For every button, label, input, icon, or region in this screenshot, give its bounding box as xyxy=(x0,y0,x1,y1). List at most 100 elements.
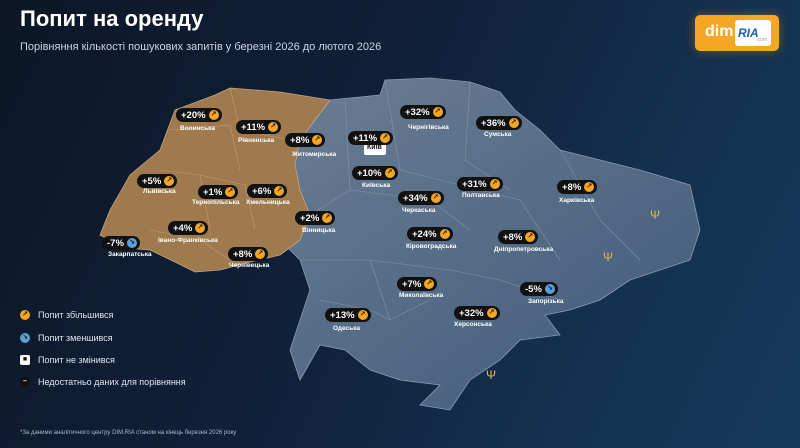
region-change-value: +4% xyxy=(173,222,193,234)
region-change-value: +36% xyxy=(481,117,506,129)
map-west-area xyxy=(99,87,331,273)
region-name: Рівненська xyxy=(238,137,275,144)
region-name: Івано-Франківська xyxy=(158,237,218,244)
trident-icon: Ψ xyxy=(603,250,614,264)
arrow-up-icon: ↗ xyxy=(268,122,279,132)
region-change-value: +8% xyxy=(233,248,253,260)
logo-com-text: .com xyxy=(756,37,767,43)
arrow-up-icon: ↗ xyxy=(195,223,206,233)
arrow-up-icon: ↗ xyxy=(432,107,443,117)
region-change-value: +34% xyxy=(403,192,428,204)
trident-icon: Ψ xyxy=(650,208,661,222)
arrow-down-icon: ↘ xyxy=(126,238,137,248)
dash-icon: – xyxy=(20,377,30,387)
arrow-up-icon: ↗ xyxy=(584,182,595,192)
legend-no-data: – Недостатньо даних для порівняння xyxy=(20,377,186,387)
arrow-up-icon: ↗ xyxy=(357,310,368,320)
arrow-up-icon: ↗ xyxy=(439,229,450,239)
region-change-value: +1% xyxy=(203,186,223,198)
region-name: Хмельницька xyxy=(246,199,290,206)
region-name: Запорізька xyxy=(528,298,564,305)
map-east-area xyxy=(239,77,701,411)
legend-no-change: ■ Попит не змінився xyxy=(20,355,115,365)
legend-increase: ↗ Попит збільшився xyxy=(20,310,113,320)
region-change-value: +13% xyxy=(330,309,355,321)
page-subtitle: Порівняння кількості пошукових запитів у… xyxy=(20,41,382,53)
region-badge: +5% ↗ xyxy=(137,174,178,188)
logo-dim-text: dim xyxy=(705,23,734,40)
region-badge: +31% ↗ xyxy=(457,177,503,191)
region-badge: +8% ↗ xyxy=(228,247,269,261)
region-name: Кіровоградська xyxy=(406,243,457,250)
region-badge: +32% ↗ xyxy=(454,306,500,320)
region-change-value: +2% xyxy=(300,212,320,224)
region-badge: +32% ↗ xyxy=(400,105,446,119)
region-badge: +1% ↗ xyxy=(198,185,239,199)
arrow-up-icon: ↗ xyxy=(508,118,519,128)
arrow-down-icon: ↘ xyxy=(544,284,555,294)
region-change-value: -5% xyxy=(525,283,542,295)
region-badge: +34% ↗ xyxy=(398,191,444,205)
region-badge: +4% ↗ xyxy=(168,221,209,235)
region-name: Тернопільська xyxy=(192,199,240,206)
region-change-value: +7% xyxy=(402,278,422,290)
region-name: Харківська xyxy=(559,197,595,204)
region-change-value: -7% xyxy=(107,237,124,249)
region-badge: +20% ↗ xyxy=(176,108,222,122)
dim-ria-logo: dim RIA .com xyxy=(695,15,779,51)
arrow-up-icon: ↗ xyxy=(255,249,266,259)
region-change-value: +31% xyxy=(462,178,487,190)
region-name: Закарпатська xyxy=(108,251,152,258)
region-name: Чернівецька xyxy=(229,262,270,269)
arrow-up-icon: ↗ xyxy=(208,110,219,120)
kyiv-marker: Київ xyxy=(364,143,386,155)
region-name: Одеська xyxy=(333,325,361,332)
arrow-up-icon: ↗ xyxy=(322,213,333,223)
square-icon: ■ xyxy=(20,355,30,365)
region-badge: +8% ↗ xyxy=(498,230,539,244)
logo-ria-text: RIA xyxy=(738,26,759,40)
region-name: Миколаївська xyxy=(399,292,444,299)
region-badge: +13% ↗ xyxy=(325,308,371,322)
arrow-up-icon: ↗ xyxy=(312,135,323,145)
arrow-up-icon: ↗ xyxy=(225,187,236,197)
region-name: Львівська xyxy=(143,188,176,195)
region-name: Волинська xyxy=(180,125,216,132)
region-change-value: +11% xyxy=(241,121,266,133)
arrow-up-icon: ↗ xyxy=(20,310,30,320)
region-name: Херсонська xyxy=(454,321,492,328)
page-title: Попит на оренду xyxy=(20,6,204,31)
region-change-value: +24% xyxy=(412,228,437,240)
arrow-up-icon: ↗ xyxy=(489,179,500,189)
arrow-up-icon: ↗ xyxy=(380,133,391,143)
arrow-up-icon: ↗ xyxy=(430,193,441,203)
region-change-value: +32% xyxy=(405,106,430,118)
footnote: *За даними аналітичного центру DIM.RIA с… xyxy=(20,430,237,436)
region-badge: +11% ↗ xyxy=(348,131,394,145)
region-name: Черкаська xyxy=(402,207,436,214)
region-badge: +8% ↗ xyxy=(557,180,598,194)
region-badge: +36% ↗ xyxy=(476,116,522,130)
region-change-value: +11% xyxy=(353,132,378,144)
arrow-up-icon: ↗ xyxy=(274,186,285,196)
region-name: Сумська xyxy=(484,131,512,138)
arrow-up-icon: ↗ xyxy=(525,232,536,242)
region-change-value: +10% xyxy=(357,167,382,179)
arrow-up-icon: ↗ xyxy=(424,279,435,289)
region-badge: +11% ↗ xyxy=(236,120,282,134)
trident-icon: Ψ xyxy=(486,368,497,382)
region-change-value: +8% xyxy=(562,181,582,193)
arrow-up-icon: ↗ xyxy=(384,168,395,178)
arrow-up-icon: ↗ xyxy=(486,308,497,318)
arrow-down-icon: ↘ xyxy=(20,333,30,343)
region-name: Полтавська xyxy=(462,192,500,199)
region-name: Дніпропетровська xyxy=(494,246,554,253)
region-change-value: +8% xyxy=(503,231,523,243)
region-badge: +8% ↗ xyxy=(285,133,326,147)
region-change-value: +32% xyxy=(459,307,484,319)
logo-ria-box: RIA .com xyxy=(735,20,771,46)
region-name: Житомирська xyxy=(292,151,337,158)
region-name: Чернігівська xyxy=(408,124,449,131)
region-change-value: +6% xyxy=(252,185,272,197)
